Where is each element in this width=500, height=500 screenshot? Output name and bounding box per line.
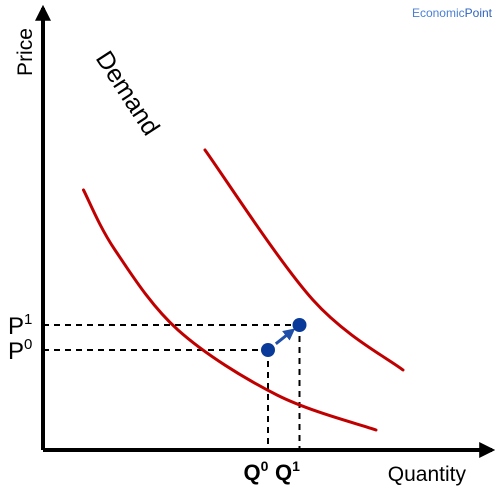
shift-arrow [274,328,296,345]
x-tick-base-0: Q [244,460,261,485]
x-axis-title: Quantity [388,463,467,486]
x-tick-sup-1: 1 [292,458,300,474]
y-tick-base-1: P [8,313,24,340]
y-tick-sup-0: 0 [24,336,32,353]
y-tick-sup-1: 1 [24,311,32,328]
equilibrium-point-0 [261,343,275,357]
x-tick-base-1: Q [275,460,292,485]
x-tick-label-1: Q1 [275,458,300,485]
brand-logo-part1: Economic [411,6,465,20]
demand-curve-label: Demand [90,46,165,141]
x-tick-sup-0: 0 [261,458,269,474]
y-tick-base-0: P [8,338,24,365]
y-tick-label-0: P0 [8,336,32,365]
shifted-demand-curve [203,148,405,372]
x-tick-label-0: Q0 [244,458,269,485]
brand-logo-part2: Point [464,6,492,20]
equilibrium-point-1 [292,318,307,332]
y-tick-label-1: P1 [8,311,32,340]
brand-logo: EconomicPoint [412,6,492,20]
demand-curve [82,188,378,432]
y-axis-title: Price [14,28,37,76]
